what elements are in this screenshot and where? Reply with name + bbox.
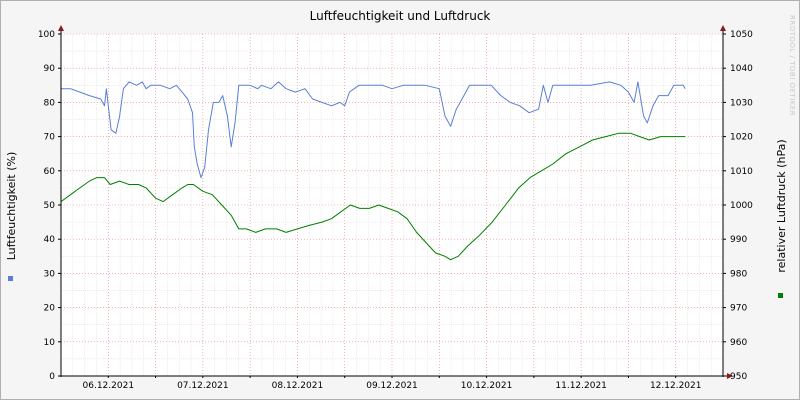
grid (61, 33, 723, 376)
pressure-series-line (60, 132, 686, 261)
y-right-tick-label: 970 (730, 304, 747, 314)
y-right-tick-label: 980 (730, 269, 747, 279)
y-left-tick-label: 60 (44, 167, 56, 177)
y-left-axis-label: Luftfeuchtigkeit (%) (5, 152, 18, 261)
y-right-tick-label: 1050 (730, 30, 753, 40)
y-left-axis-arrow (58, 25, 64, 31)
y-right-tick-label: 1040 (730, 64, 753, 74)
plot-layer: 0102030405060708090100950960970980990100… (38, 25, 753, 391)
humidity-series-line (61, 81, 686, 179)
y-left-tick-label: 80 (44, 98, 56, 108)
y-right-tick-label: 1010 (730, 167, 753, 177)
x-tick-label: 06.12.2021 (83, 381, 135, 391)
watermark-text: RRDTOOL / TOBI OETIKER (788, 15, 796, 116)
legend-pressure-marker (778, 293, 783, 298)
legend-humidity-marker (8, 276, 13, 281)
y-left-tick-label: 30 (44, 269, 56, 279)
x-tick-label: 10.12.2021 (461, 381, 513, 391)
y-left-tick-label: 70 (44, 133, 56, 143)
y-left-tick-label: 90 (44, 64, 56, 74)
y-right-tick-label: 1030 (730, 98, 753, 108)
y-right-tick-label: 990 (730, 235, 747, 245)
y-left-tick-label: 20 (44, 304, 56, 314)
x-tick-label: 07.12.2021 (177, 381, 229, 391)
y-right-axis-arrow (720, 25, 726, 31)
x-tick-label: 09.12.2021 (366, 381, 418, 391)
x-tick-label: 08.12.2021 (272, 381, 324, 391)
x-axis-arrow (727, 373, 733, 379)
y-left-tick-label: 40 (44, 235, 56, 245)
y-right-tick-label: 1000 (730, 201, 753, 211)
x-tick-label: 12.12.2021 (650, 381, 702, 391)
y-left-tick-label: 50 (44, 201, 56, 211)
chart-title: Luftfeuchtigkeit und Luftdruck (310, 9, 491, 23)
y-right-tick-label: 950 (730, 372, 747, 382)
y-left-tick-label: 10 (44, 338, 56, 348)
y-right-axis-label: relativer Luftdruck (hPa) (775, 139, 788, 272)
y-right-tick-label: 1020 (730, 133, 753, 143)
axes: 0102030405060708090100950960970980990100… (38, 25, 753, 391)
x-tick-label: 11.12.2021 (555, 381, 607, 391)
y-left-tick-label: 100 (38, 30, 55, 40)
y-left-tick-label: 0 (49, 372, 55, 382)
y-right-tick-label: 960 (730, 338, 747, 348)
